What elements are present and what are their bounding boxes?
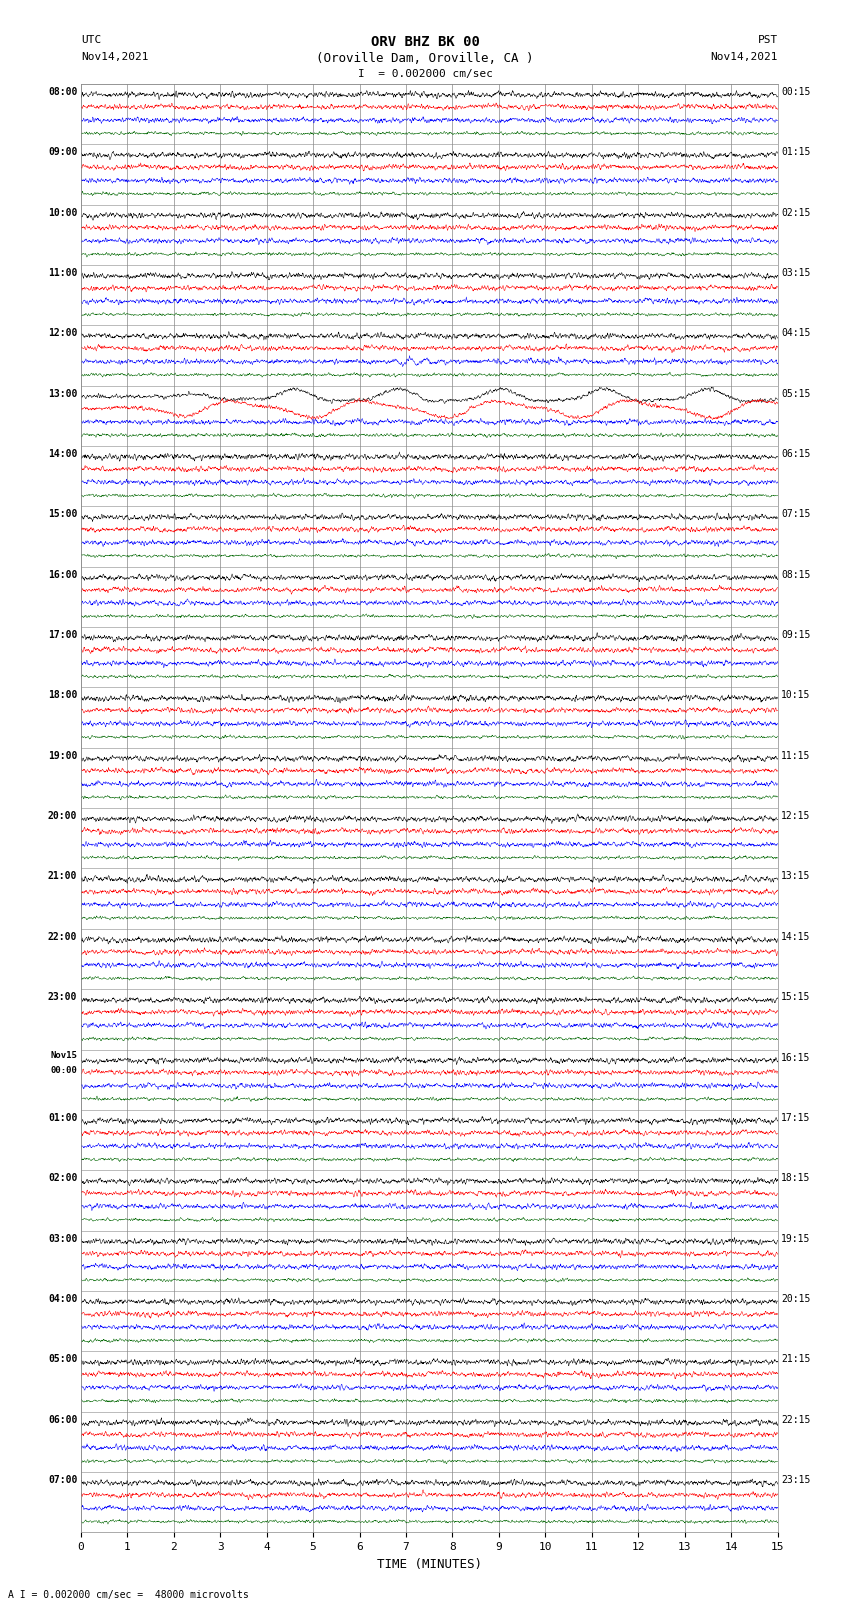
Text: 20:00: 20:00 [48, 811, 77, 821]
Text: I  = 0.002000 cm/sec: I = 0.002000 cm/sec [358, 69, 492, 79]
Text: 09:00: 09:00 [48, 147, 77, 156]
Text: 17:15: 17:15 [781, 1113, 811, 1123]
Text: 12:00: 12:00 [48, 329, 77, 339]
X-axis label: TIME (MINUTES): TIME (MINUTES) [377, 1558, 482, 1571]
Text: 01:00: 01:00 [48, 1113, 77, 1123]
Text: 02:15: 02:15 [781, 208, 811, 218]
Text: 15:15: 15:15 [781, 992, 811, 1002]
Text: 10:00: 10:00 [48, 208, 77, 218]
Text: Nov14,2021: Nov14,2021 [711, 52, 778, 61]
Text: Nov14,2021: Nov14,2021 [81, 52, 148, 61]
Text: 18:15: 18:15 [781, 1173, 811, 1184]
Text: PST: PST [757, 35, 778, 45]
Text: 05:15: 05:15 [781, 389, 811, 398]
Text: 12:15: 12:15 [781, 811, 811, 821]
Text: 19:15: 19:15 [781, 1234, 811, 1244]
Text: 23:15: 23:15 [781, 1474, 811, 1486]
Text: 14:00: 14:00 [48, 448, 77, 460]
Text: 02:00: 02:00 [48, 1173, 77, 1184]
Text: UTC: UTC [81, 35, 101, 45]
Text: 05:00: 05:00 [48, 1355, 77, 1365]
Text: (Oroville Dam, Oroville, CA ): (Oroville Dam, Oroville, CA ) [316, 52, 534, 65]
Text: 21:15: 21:15 [781, 1355, 811, 1365]
Text: 00:00: 00:00 [50, 1066, 77, 1076]
Text: 15:00: 15:00 [48, 510, 77, 519]
Text: Nov15: Nov15 [50, 1050, 77, 1060]
Text: 14:15: 14:15 [781, 932, 811, 942]
Text: 17:00: 17:00 [48, 631, 77, 640]
Text: 04:00: 04:00 [48, 1294, 77, 1303]
Text: 13:15: 13:15 [781, 871, 811, 881]
Text: 21:00: 21:00 [48, 871, 77, 881]
Text: 01:15: 01:15 [781, 147, 811, 156]
Text: 16:15: 16:15 [781, 1053, 811, 1063]
Text: 10:15: 10:15 [781, 690, 811, 700]
Text: ORV BHZ BK 00: ORV BHZ BK 00 [371, 35, 479, 50]
Text: 16:00: 16:00 [48, 569, 77, 579]
Text: 09:15: 09:15 [781, 631, 811, 640]
Text: 08:00: 08:00 [48, 87, 77, 97]
Text: 03:00: 03:00 [48, 1234, 77, 1244]
Text: 08:15: 08:15 [781, 569, 811, 579]
Text: 23:00: 23:00 [48, 992, 77, 1002]
Text: 22:00: 22:00 [48, 932, 77, 942]
Text: 06:00: 06:00 [48, 1415, 77, 1424]
Text: 07:15: 07:15 [781, 510, 811, 519]
Text: 13:00: 13:00 [48, 389, 77, 398]
Text: 22:15: 22:15 [781, 1415, 811, 1424]
Text: 11:00: 11:00 [48, 268, 77, 277]
Text: 20:15: 20:15 [781, 1294, 811, 1303]
Text: 11:15: 11:15 [781, 750, 811, 761]
Text: 03:15: 03:15 [781, 268, 811, 277]
Text: A I = 0.002000 cm/sec =  48000 microvolts: A I = 0.002000 cm/sec = 48000 microvolts [8, 1590, 249, 1600]
Text: 06:15: 06:15 [781, 448, 811, 460]
Text: 07:00: 07:00 [48, 1474, 77, 1486]
Text: 00:15: 00:15 [781, 87, 811, 97]
Text: 04:15: 04:15 [781, 329, 811, 339]
Text: 18:00: 18:00 [48, 690, 77, 700]
Text: 19:00: 19:00 [48, 750, 77, 761]
